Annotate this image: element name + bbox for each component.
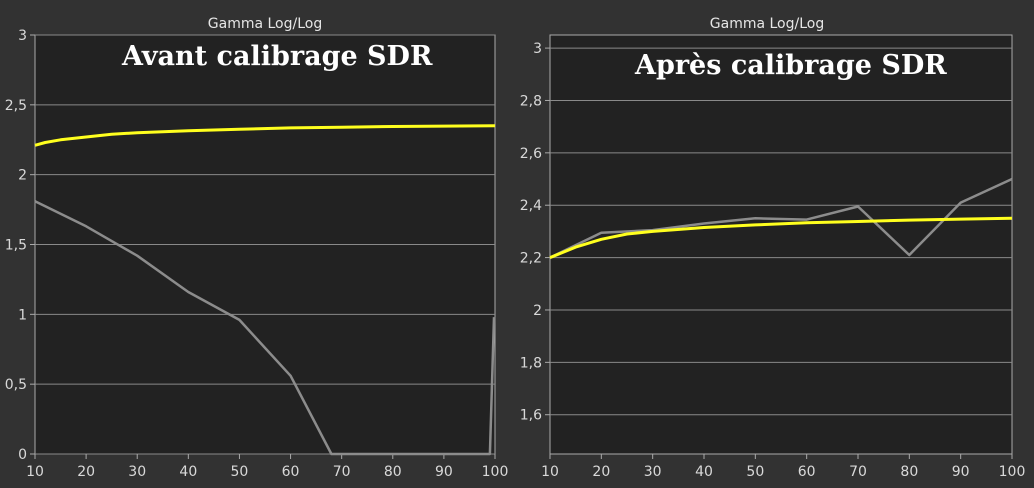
chart-right-x-tick-label: 70 [849,464,867,480]
chart-right-x-tick-label: 20 [592,464,610,480]
chart-left-x-tick-label: 100 [482,464,509,480]
chart-left-y-ticks: 0 0,5 1 1,5 2 2,5 3 [5,28,35,463]
chart-left-y-tick-label: 2 [18,168,27,184]
chart-right-y-tick-label: 2,4 [520,198,542,214]
chart-left-y-tick-label: 1 [18,307,27,323]
chart-right-x-tick-label: 10 [541,464,559,480]
chart-left-x-tick-label: 10 [26,464,44,480]
chart-left-x-tick-label: 20 [77,464,95,480]
chart-right-y-tick-label: 2,8 [520,93,542,109]
chart-right-y-tick-label: 2 [533,303,542,319]
chart-right-y-tick-label: 2,6 [520,146,542,162]
chart-right-y-tick-label: 1,8 [520,355,542,371]
chart-left-title: Gamma Log/Log [208,16,322,32]
chart-left: Gamma Log/Log 0 0,5 1 1,5 2 2,5 3 10 20 30 40 50 60… [5,16,509,480]
chart-right-x-ticks: 10 20 30 40 50 60 70 80 90 100 [541,454,1025,480]
chart-right: Gamma Log/Log 1,6 1,8 2 2,2 2,4 2,6 2,8 3 10 20 3… [520,16,1026,480]
chart-right-x-tick-label: 90 [952,464,970,480]
chart-left-y-tick-label: 1,5 [5,238,27,254]
chart-right-annotation: Après calibrage SDR [634,50,947,81]
chart-left-x-tick-label: 40 [179,464,197,480]
chart-left-y-tick-label: 0 [18,447,27,463]
chart-left-measured-gamma-line [34,200,496,456]
chart-right-x-tick-label: 40 [695,464,713,480]
chart-right-y-tick-label: 2,2 [520,251,542,267]
chart-right-reference-gamma-line [549,216,1013,259]
chart-left-x-tick-label: 60 [282,464,300,480]
chart-right-x-tick-label: 60 [798,464,816,480]
chart-left-reference-gamma-line [34,124,496,147]
chart-right-grid [550,47,1012,416]
chart-right-x-tick-label: 50 [746,464,764,480]
chart-right-x-tick-label: 80 [900,464,918,480]
chart-left-x-tick-label: 50 [231,464,249,480]
chart-left-annotation: Avant calibrage SDR [121,41,433,72]
chart-right-y-tick-label: 3 [533,41,542,57]
chart-left-x-tick-label: 30 [128,464,146,480]
chart-left-x-tick-label: 70 [333,464,351,480]
chart-left-y-tick-label: 0,5 [5,377,27,393]
chart-left-x-tick-label: 80 [384,464,402,480]
chart-left-x-tick-label: 90 [435,464,453,480]
chart-right-x-tick-label: 30 [644,464,662,480]
chart-right-series [549,177,1013,259]
chart-left-series [34,124,496,456]
chart-right-measured-gamma-line [549,177,1013,259]
chart-right-title: Gamma Log/Log [710,16,824,32]
chart-left-y-tick-label: 3 [18,28,27,44]
chart-right-plot-area [549,34,1013,455]
chart-right-y-tick-label: 1,6 [520,408,542,424]
chart-right-x-tick-label: 100 [999,464,1026,480]
chart-left-x-ticks: 10 20 30 40 50 60 70 80 90 100 [26,454,508,480]
chart-left-y-tick-label: 2,5 [5,98,27,114]
chart-right-y-ticks: 1,6 1,8 2 2,2 2,4 2,6 2,8 3 [520,41,550,424]
